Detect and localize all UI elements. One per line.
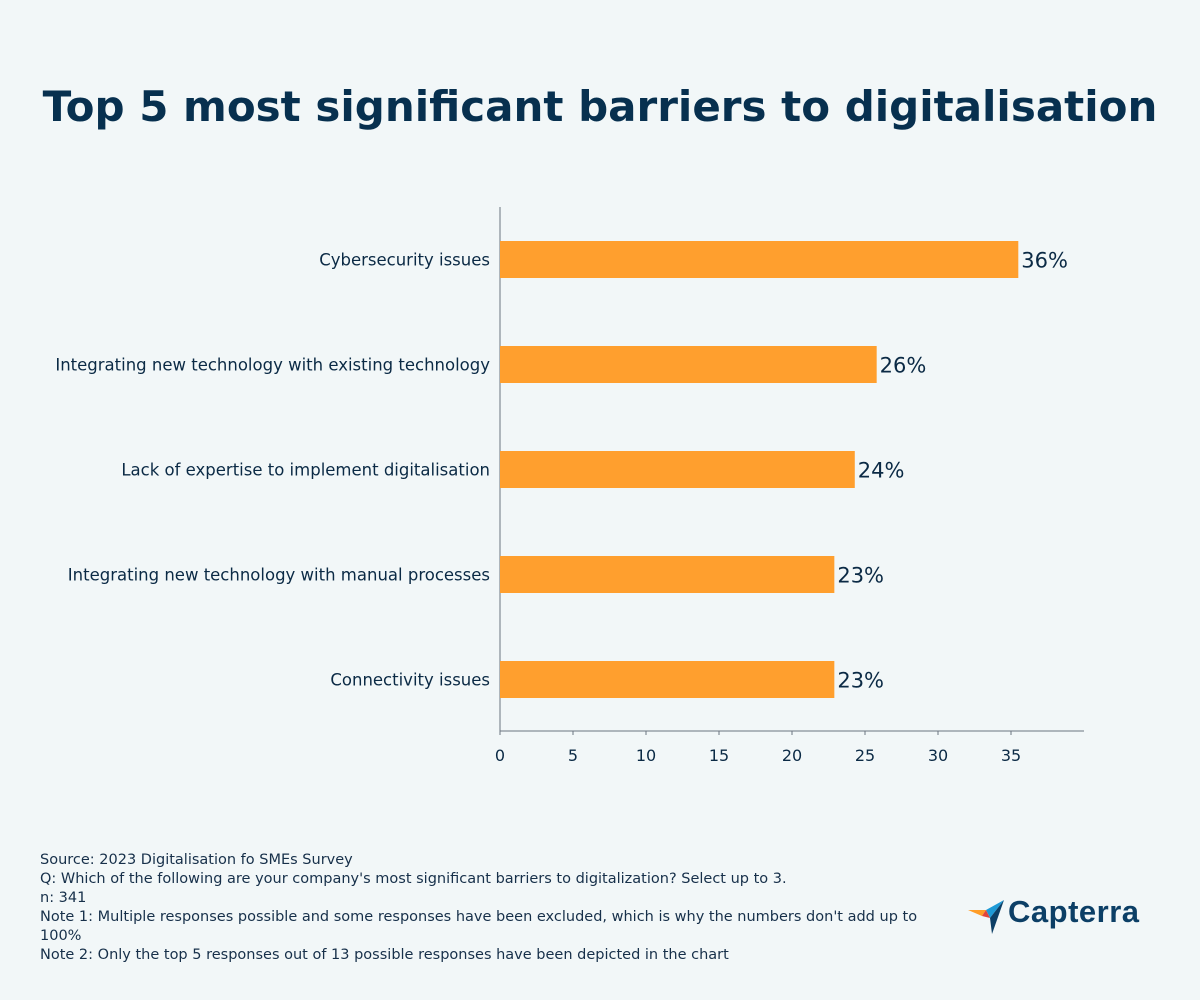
chart-title: Top 5 most significant barriers to digit… [42,82,1158,131]
bar-4 [500,556,835,593]
chart-notes: Source: 2023 Digitalisation fo SMEs Surv… [40,851,940,965]
logo-wordmark: Capterra [1008,894,1140,929]
bar-chart: 0 5 10 15 20 25 30 35 Cybersecurity issues 36% Int… [55,207,1084,765]
category-label: Lack of expertise to implement digitalis… [121,461,490,480]
bar-1 [500,241,1019,278]
note-2: Note 2: Only the top 5 responses out of … [40,947,729,963]
x-tick-label: 5 [568,746,578,765]
x-tick-label: 25 [855,746,875,765]
bar-3 [500,451,855,488]
x-tick-label: 35 [1001,746,1021,765]
category-label: Connectivity issues [330,671,490,690]
category-label: Cybersecurity issues [319,251,490,270]
x-tick-label: 30 [928,746,948,765]
x-tick-label: 10 [636,746,656,765]
category-label: Integrating new technology with manual p… [68,566,490,585]
bar-2 [500,346,877,383]
sample-size-note: n: 341 [40,890,87,906]
data-label: 36% [1021,249,1068,273]
x-tick-label: 0 [495,746,505,765]
source-note: Source: 2023 Digitalisation fo SMEs Surv… [40,852,353,868]
question-note: Q: Which of the following are your compa… [40,871,787,887]
x-tick-label: 15 [709,746,729,765]
data-label: 26% [880,354,927,378]
bar-5 [500,661,835,698]
data-label: 23% [837,564,884,588]
data-label: 24% [858,459,905,483]
capterra-logo: Capterra [966,894,1166,938]
capterra-logo-icon [968,900,1004,934]
note-1: Note 1: Multiple responses possible and … [40,909,918,944]
category-label: Integrating new technology with existing… [55,356,490,375]
data-label: 23% [837,669,884,693]
x-tick-label: 20 [782,746,802,765]
